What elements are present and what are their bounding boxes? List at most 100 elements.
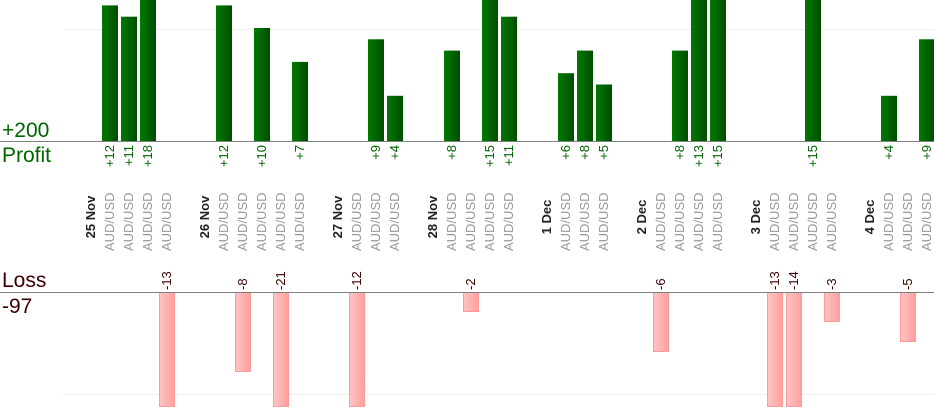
loss-label: Loss <box>2 269 47 292</box>
symbol-label: AUD/USD <box>121 192 136 251</box>
symbol-label: AUD/USD <box>786 192 801 251</box>
profit-label: Profit <box>2 144 52 167</box>
profit-bar <box>710 0 726 141</box>
symbol-label: AUD/USD <box>577 192 592 251</box>
symbol-label: AUD/USD <box>254 192 269 251</box>
profit-value-label: +9 <box>368 145 383 160</box>
loss-bar <box>159 292 175 407</box>
symbol-label: AUD/USD <box>691 192 706 251</box>
symbol-label: AUD/USD <box>710 192 725 251</box>
symbol-label: AUD/USD <box>482 192 497 251</box>
profit-bar <box>596 84 612 141</box>
profit-bar <box>254 28 270 141</box>
profit-value-label: +13 <box>691 145 706 167</box>
symbol-label: AUD/USD <box>653 192 668 251</box>
loss-value-label: -3 <box>824 278 839 290</box>
loss-value-label: -5 <box>900 278 915 290</box>
profit-value-label: +18 <box>140 145 155 167</box>
loss-total: -97 <box>2 295 33 318</box>
loss-value-label: -21 <box>273 271 288 290</box>
profit-bar <box>216 5 232 142</box>
date-label: 28 Nov <box>425 195 440 238</box>
symbol-label: AUD/USD <box>444 192 459 251</box>
loss-value-label: -6 <box>653 278 668 290</box>
symbol-label: AUD/USD <box>824 192 839 251</box>
profit-bar <box>919 39 934 141</box>
loss-bar <box>767 292 783 407</box>
symbol-label: AUD/USD <box>349 192 364 251</box>
symbol-label: AUD/USD <box>501 192 516 251</box>
loss-bar <box>653 292 669 352</box>
profit-bar <box>140 0 156 141</box>
profit-bar <box>558 73 574 141</box>
symbol-label: AUD/USD <box>216 192 231 251</box>
loss-bar <box>349 292 365 407</box>
profit-bar <box>121 16 137 142</box>
loss-bar <box>900 292 916 342</box>
profit-bar <box>368 39 384 141</box>
symbol-label: AUD/USD <box>273 192 288 251</box>
profit-value-label: +8 <box>577 145 592 160</box>
profit-value-label: +5 <box>596 145 611 160</box>
profit-value-label: +15 <box>710 145 725 167</box>
profit-value-label: +7 <box>292 145 307 160</box>
symbol-label: AUD/USD <box>596 192 611 251</box>
symbol-label: AUD/USD <box>767 192 782 251</box>
symbol-label: AUD/USD <box>672 192 687 251</box>
loss-bar <box>273 292 289 407</box>
profit-value-label: +12 <box>216 145 231 167</box>
profit-value-label: +10 <box>254 145 269 167</box>
profit-bar <box>691 0 707 141</box>
symbol-label: AUD/USD <box>235 192 250 251</box>
profit-bar <box>881 95 897 141</box>
symbol-label: AUD/USD <box>102 192 117 251</box>
date-label: 2 Dec <box>634 200 649 235</box>
date-label: 1 Dec <box>539 200 554 235</box>
profit-value-label: +4 <box>881 145 896 160</box>
loss-bar <box>463 292 479 312</box>
date-label: 3 Dec <box>748 200 763 235</box>
loss-value-label: -14 <box>786 271 801 290</box>
symbol-label: AUD/USD <box>368 192 383 251</box>
profit-value-label: +15 <box>805 145 820 167</box>
profit-bar <box>292 61 308 141</box>
profit-value-label: +9 <box>919 145 934 160</box>
profit-bar <box>387 95 403 141</box>
profit-value-label: +12 <box>102 145 117 167</box>
profit-bar <box>577 50 593 141</box>
loss-value-label: -13 <box>159 271 174 290</box>
loss-value-label: -13 <box>767 271 782 290</box>
loss-value-label: -8 <box>235 278 250 290</box>
symbol-label: AUD/USD <box>558 192 573 251</box>
profit-total: +200 <box>2 119 50 142</box>
date-label: 26 Nov <box>197 195 212 238</box>
profit-bar <box>482 0 498 141</box>
symbol-label: AUD/USD <box>900 192 915 251</box>
profit-value-label: +11 <box>501 145 516 166</box>
profit-value-label: +6 <box>558 145 573 160</box>
symbol-label: AUD/USD <box>140 192 155 251</box>
date-label: 4 Dec <box>862 200 877 235</box>
profit-value-label: +4 <box>387 145 402 160</box>
symbol-label: AUD/USD <box>805 192 820 251</box>
symbol-label: AUD/USD <box>387 192 402 251</box>
symbol-label: AUD/USD <box>919 192 934 251</box>
profit-bar <box>805 0 821 141</box>
loss-bar <box>235 292 251 372</box>
loss-bar <box>824 292 840 322</box>
loss-value-label: -12 <box>349 271 364 290</box>
profit-bar <box>102 5 118 142</box>
symbol-label: AUD/USD <box>881 192 896 251</box>
profit-value-label: +8 <box>672 145 687 160</box>
profit-value-label: +8 <box>444 145 459 160</box>
loss-bar <box>786 292 802 407</box>
loss-value-label: -2 <box>463 278 478 290</box>
symbol-label: AUD/USD <box>292 192 307 251</box>
date-label: 25 Nov <box>83 195 98 238</box>
profit-value-label: +11 <box>121 145 136 166</box>
symbol-label: AUD/USD <box>463 192 478 251</box>
date-label: 27 Nov <box>330 195 345 238</box>
profit-value-label: +15 <box>482 145 497 167</box>
profit-bar <box>501 16 517 142</box>
